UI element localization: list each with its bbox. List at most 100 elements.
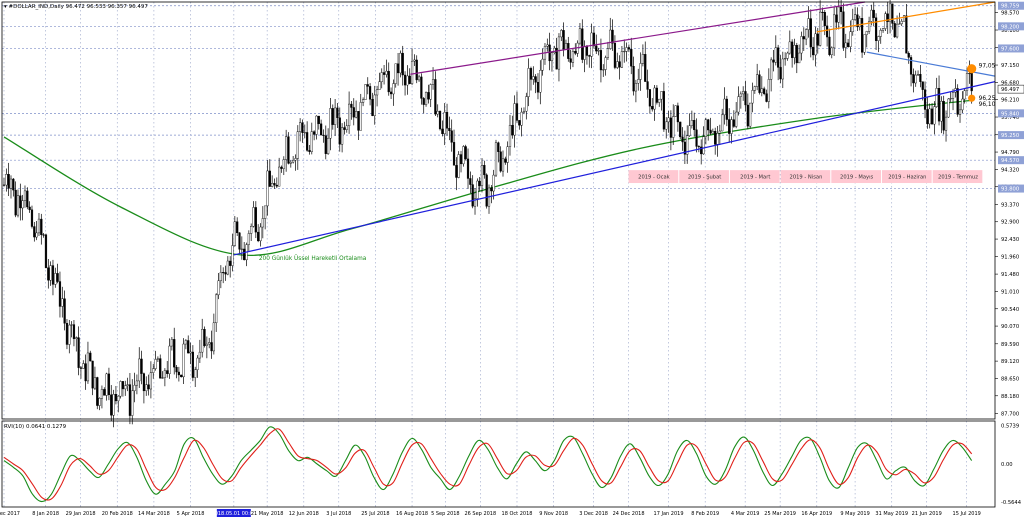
candle-body-307 <box>718 130 721 134</box>
candle-body-361 <box>844 42 847 48</box>
y-tick-label-22: 88.180 <box>1001 394 1019 400</box>
candle-body-202 <box>473 198 477 207</box>
y-tick-label-19: 89.590 <box>1001 342 1019 348</box>
candle-body-5 <box>14 189 17 216</box>
price-label-box-1 <box>998 22 1024 31</box>
candle-body-399 <box>933 106 936 125</box>
candle-body-241 <box>564 43 568 50</box>
candle-body-137 <box>322 134 325 136</box>
candle-body-303 <box>709 129 712 134</box>
candle-body-46 <box>110 394 113 416</box>
candle-body-411 <box>961 98 964 111</box>
candle-body-43 <box>103 389 106 396</box>
y-tick-label-3: 97.150 <box>1001 63 1019 69</box>
x-tick-label-18: 17 Jan 2019 <box>654 511 684 517</box>
candle-body-406 <box>949 98 952 100</box>
price-label-box-7 <box>998 184 1024 193</box>
candle-body-231 <box>541 58 544 71</box>
candle-body-64 <box>152 368 155 373</box>
candle-body-49 <box>117 395 120 402</box>
candle-body-33 <box>79 367 83 369</box>
month-boxes-layer: 2019 - Ocak 2019 - Şubat 2019 - Mart 2019 -… <box>628 170 983 184</box>
candle-body-397 <box>928 108 931 125</box>
candle-body-47 <box>112 394 115 416</box>
candle-body-279 <box>653 87 656 110</box>
candle-body-403 <box>942 101 945 131</box>
candle-body-24 <box>58 281 62 307</box>
candle-body-111 <box>261 218 264 228</box>
candle-body-149 <box>350 103 353 108</box>
y-tick-label-16: 91.010 <box>1001 289 1019 295</box>
candle-body-150 <box>352 107 355 118</box>
candle-body-341 <box>798 52 801 64</box>
candle-body-173 <box>406 75 409 86</box>
candle-body-301 <box>704 119 707 137</box>
x-tick-label-17: 24 Dec 2018 <box>613 511 645 517</box>
candle-body-115 <box>271 183 274 187</box>
candle-body-147 <box>345 125 348 130</box>
candle-body-288 <box>674 105 677 117</box>
candle-body-233 <box>546 44 549 47</box>
price-label-box-4 <box>998 109 1024 118</box>
candle-body-280 <box>655 87 658 103</box>
month-box-4 <box>831 170 881 184</box>
candle-body-257 <box>602 69 605 71</box>
candle-body-7 <box>19 195 22 209</box>
rvi-line-signal <box>3 428 973 501</box>
annotation-marker-0 <box>967 64 977 74</box>
candle-body-69 <box>163 370 166 378</box>
candle-body-163 <box>382 72 386 75</box>
candle-body-116 <box>273 183 276 186</box>
candle-body-270 <box>632 66 635 92</box>
candle-body-40 <box>96 377 99 406</box>
candle-body-210 <box>492 174 495 192</box>
candle-body-318 <box>744 91 747 106</box>
candle-body-184 <box>431 79 435 85</box>
candles-layer <box>2 0 973 428</box>
candle-body-58 <box>138 358 141 382</box>
candle-body-48 <box>114 394 118 402</box>
candle-body-112 <box>264 205 267 219</box>
candle-body-250 <box>585 46 589 56</box>
price-label-2: 97.600 <box>1001 46 1019 52</box>
candle-body-123 <box>289 161 292 164</box>
candle-body-294 <box>688 125 691 136</box>
candle-body-20 <box>49 265 52 281</box>
trendlines-layer[interactable] <box>233 1 996 256</box>
candle-body-85 <box>201 329 204 353</box>
trendline-resistance <box>410 1 866 75</box>
candle-body-204 <box>478 180 481 186</box>
candle-body-15 <box>37 218 41 234</box>
candle-body-143 <box>336 107 339 118</box>
candle-body-142 <box>334 107 337 125</box>
candle-body-325 <box>760 88 763 93</box>
candle-body-56 <box>133 384 136 392</box>
candle-body-186 <box>436 110 439 115</box>
price-label-6: 94.570 <box>1001 158 1019 164</box>
candle-body-269 <box>630 49 633 67</box>
candle-body-65 <box>154 359 157 369</box>
y-tick-label-18: 90.070 <box>1001 324 1019 330</box>
candle-body-132 <box>310 131 313 152</box>
x-tick-label-1: 8 Jan 2018 <box>32 511 59 517</box>
candle-body-125 <box>294 158 297 161</box>
candle-body-203 <box>476 180 479 199</box>
candle-body-358 <box>837 6 840 23</box>
candle-body-35 <box>84 363 87 382</box>
candle-body-315 <box>737 96 740 113</box>
candle-body-322 <box>753 86 756 91</box>
candle-body-126 <box>296 131 299 159</box>
candle-body-363 <box>849 31 852 48</box>
candle-body-339 <box>793 45 796 58</box>
price-label-box-0 <box>998 1 1024 10</box>
candle-body-362 <box>846 42 850 48</box>
candle-body-42 <box>100 389 104 399</box>
candle-body-165 <box>387 70 390 93</box>
candle-body-130 <box>306 132 309 151</box>
candle-body-298 <box>697 146 700 148</box>
candle-body-139 <box>327 137 330 154</box>
candle-body-32 <box>77 337 80 368</box>
candle-body-128 <box>301 122 304 133</box>
